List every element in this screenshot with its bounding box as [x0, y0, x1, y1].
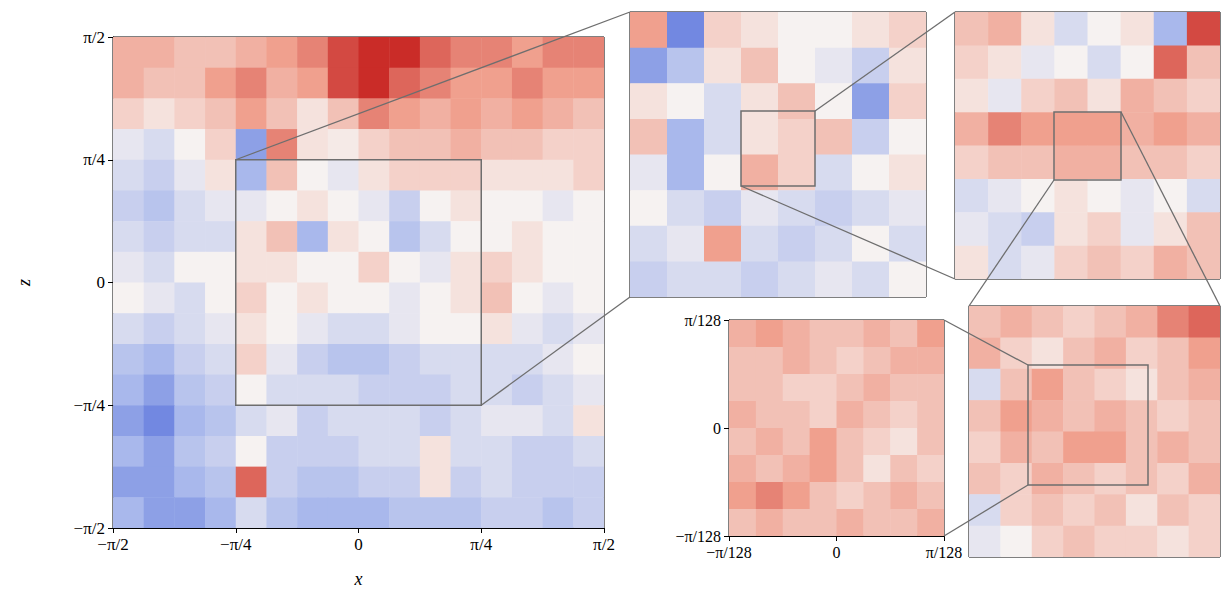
svg-text:π/128: π/128	[684, 312, 721, 329]
svg-text:0: 0	[97, 273, 106, 292]
svg-text:π/128: π/128	[926, 544, 963, 561]
svg-text:x: x	[354, 569, 363, 589]
svg-text:π/4: π/4	[83, 150, 105, 169]
svg-text:π/4: π/4	[470, 535, 492, 554]
svg-text:−π/128: −π/128	[706, 544, 752, 561]
svg-text:−π/4: −π/4	[220, 535, 252, 554]
svg-text:z: z	[14, 279, 34, 287]
svg-text:−π/4: −π/4	[74, 396, 106, 415]
svg-text:−π/2: −π/2	[97, 535, 128, 554]
svg-text:0: 0	[354, 535, 363, 554]
svg-text:π/2: π/2	[83, 28, 105, 47]
svg-text:π/2: π/2	[593, 535, 615, 554]
svg-text:0: 0	[833, 544, 841, 561]
svg-text:0: 0	[713, 420, 721, 437]
svg-text:−π/128: −π/128	[675, 528, 721, 545]
svg-text:−π/2: −π/2	[73, 518, 105, 538]
